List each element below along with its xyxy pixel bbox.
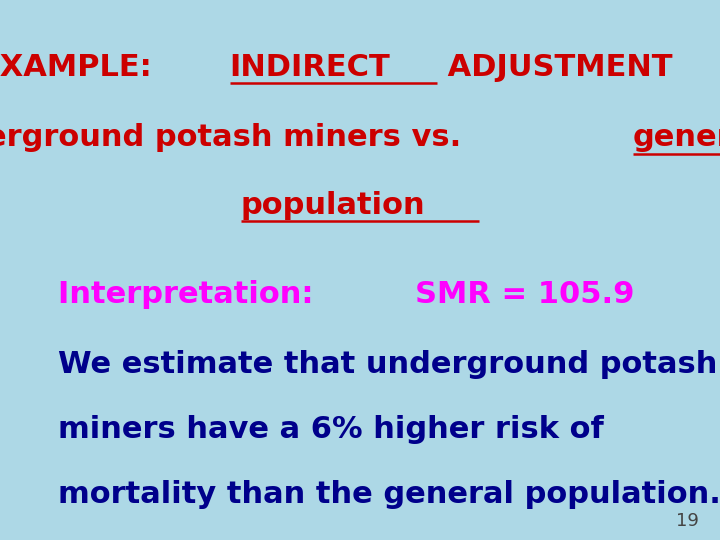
Text: general: general <box>633 123 720 152</box>
Text: ADJUSTMENT: ADJUSTMENT <box>437 53 672 82</box>
Text: INDIRECT: INDIRECT <box>230 53 390 82</box>
Text: Interpretation:: Interpretation: <box>58 280 334 309</box>
Text: mortality than the general population.: mortality than the general population. <box>58 480 720 509</box>
Text: We estimate that underground potash: We estimate that underground potash <box>58 350 717 379</box>
Text: SMR = 105.9: SMR = 105.9 <box>415 280 634 309</box>
Text: population: population <box>241 191 426 220</box>
Text: EXAMPLE:: EXAMPLE: <box>0 53 174 82</box>
Text: Underground potash miners vs.: Underground potash miners vs. <box>0 123 472 152</box>
Text: 19: 19 <box>675 512 698 530</box>
Text: miners have a 6% higher risk of: miners have a 6% higher risk of <box>58 415 603 444</box>
